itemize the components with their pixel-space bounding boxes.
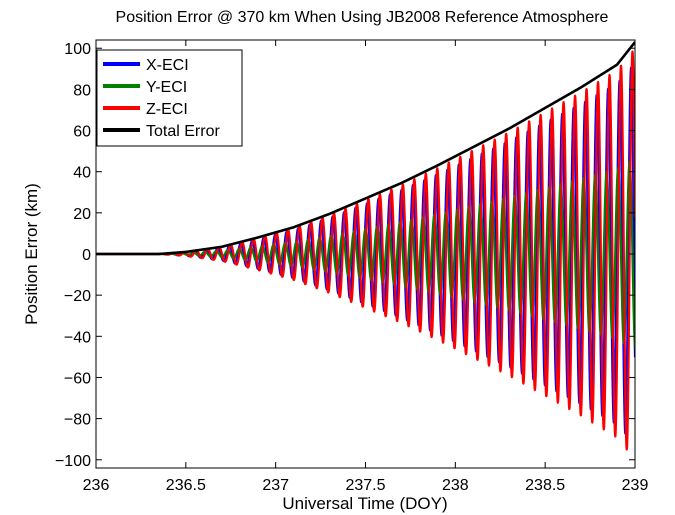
y-axis-label: Position Error (km) xyxy=(22,183,41,325)
legend-label: X-ECI xyxy=(146,57,189,74)
legend-label: Z-ECI xyxy=(146,101,188,118)
legend-label: Y-ECI xyxy=(146,79,187,96)
legend-label: Total Error xyxy=(146,123,220,140)
series-group xyxy=(96,41,635,451)
x-tick-label: 238 xyxy=(442,477,469,494)
x-tick-label: 238.5 xyxy=(525,477,565,494)
y-tick-label: 80 xyxy=(73,82,91,99)
y-tick-label: 60 xyxy=(73,124,91,141)
y-tick-label: 100 xyxy=(64,41,91,58)
x-tick-label: 237 xyxy=(262,477,289,494)
y-axis: −100 −80 −60 −40 −20 0 20 40 60 80 100 xyxy=(55,41,635,470)
x-axis-label: Universal Time (DOY) xyxy=(282,494,447,513)
y-tick-label: 20 xyxy=(73,206,91,223)
y-tick-label: −20 xyxy=(64,288,91,305)
y-tick-label: 0 xyxy=(82,247,91,264)
x-tick-label: 236 xyxy=(83,477,110,494)
y-tick-label: 40 xyxy=(73,165,91,182)
x-tick-label: 236.5 xyxy=(166,477,206,494)
x-axis: 236 236.5 237 237.5 238 238.5 239 xyxy=(83,40,649,494)
y-tick-label: −40 xyxy=(64,329,91,346)
chart-title: Position Error @ 370 km When Using JB200… xyxy=(116,9,609,26)
x-tick-label: 239 xyxy=(622,477,649,494)
x-tick-label: 237.5 xyxy=(345,477,385,494)
y-tick-label: −60 xyxy=(64,370,91,387)
series-line-total-error xyxy=(96,41,635,256)
legend: X-ECI Y-ECI Z-ECI Total Error xyxy=(96,49,243,147)
y-tick-label: −100 xyxy=(55,453,91,470)
y-tick-label: −80 xyxy=(64,412,91,429)
